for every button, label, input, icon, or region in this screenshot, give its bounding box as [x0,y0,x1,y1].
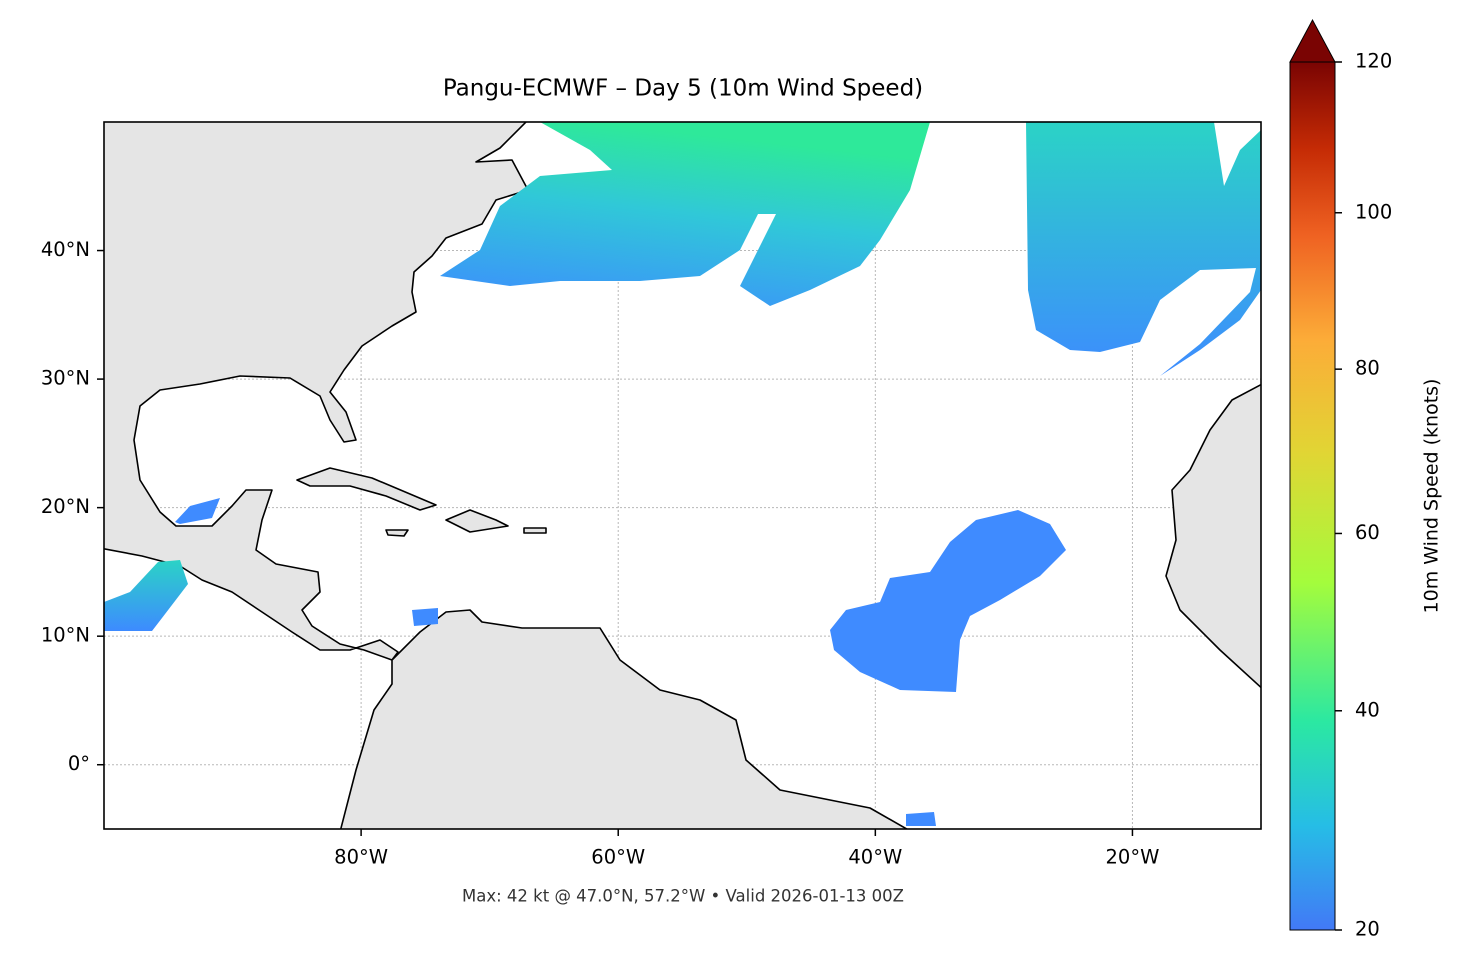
caption: Max: 42 kt @ 47.0°N, 57.2°W • Valid 2026… [462,887,904,906]
wind-field [104,560,188,631]
colorbar [1289,61,1336,931]
y-tick-label: 40°N [41,238,90,261]
africa [1165,383,1261,689]
colorbar-extend [1289,18,1336,63]
colorbar-tick-label: 20 [1355,918,1380,941]
y-tick-label: 20°N [41,495,90,518]
colorbar-tick-label: 80 [1355,357,1380,380]
colorbar-tick-label: 100 [1355,200,1392,223]
hispaniola [445,509,509,533]
wind-field [1026,122,1261,376]
x-tick-label: 20°W [1106,846,1160,869]
colorbar-tick-label: 120 [1355,50,1392,73]
wind-field [830,510,1066,692]
x-tick-label: 40°W [848,846,902,869]
colorbar-label: 10m Wind Speed (knots) [1421,379,1443,614]
y-tick-label: 30°N [41,367,90,390]
wind-field [412,608,438,626]
cuba [296,467,437,511]
chart-title: Pangu-ECMWF – Day 5 (10m Wind Speed) [443,76,923,102]
x-tick-label: 60°W [591,846,645,869]
x-tick-label: 80°W [334,846,388,869]
south-america [339,609,909,829]
y-tick-label: 0° [68,752,90,775]
puerto-rico [523,527,547,534]
colorbar-tick-label: 40 [1355,698,1380,721]
map-frame [103,121,1262,830]
y-tick-label: 10°N [41,624,90,647]
wind-field [906,812,936,826]
map-area [104,122,1261,829]
colorbar-tick-label: 60 [1355,521,1380,544]
wind-field [440,122,930,306]
north-america [104,122,529,661]
jamaica [385,529,409,537]
wind-field [175,498,220,524]
